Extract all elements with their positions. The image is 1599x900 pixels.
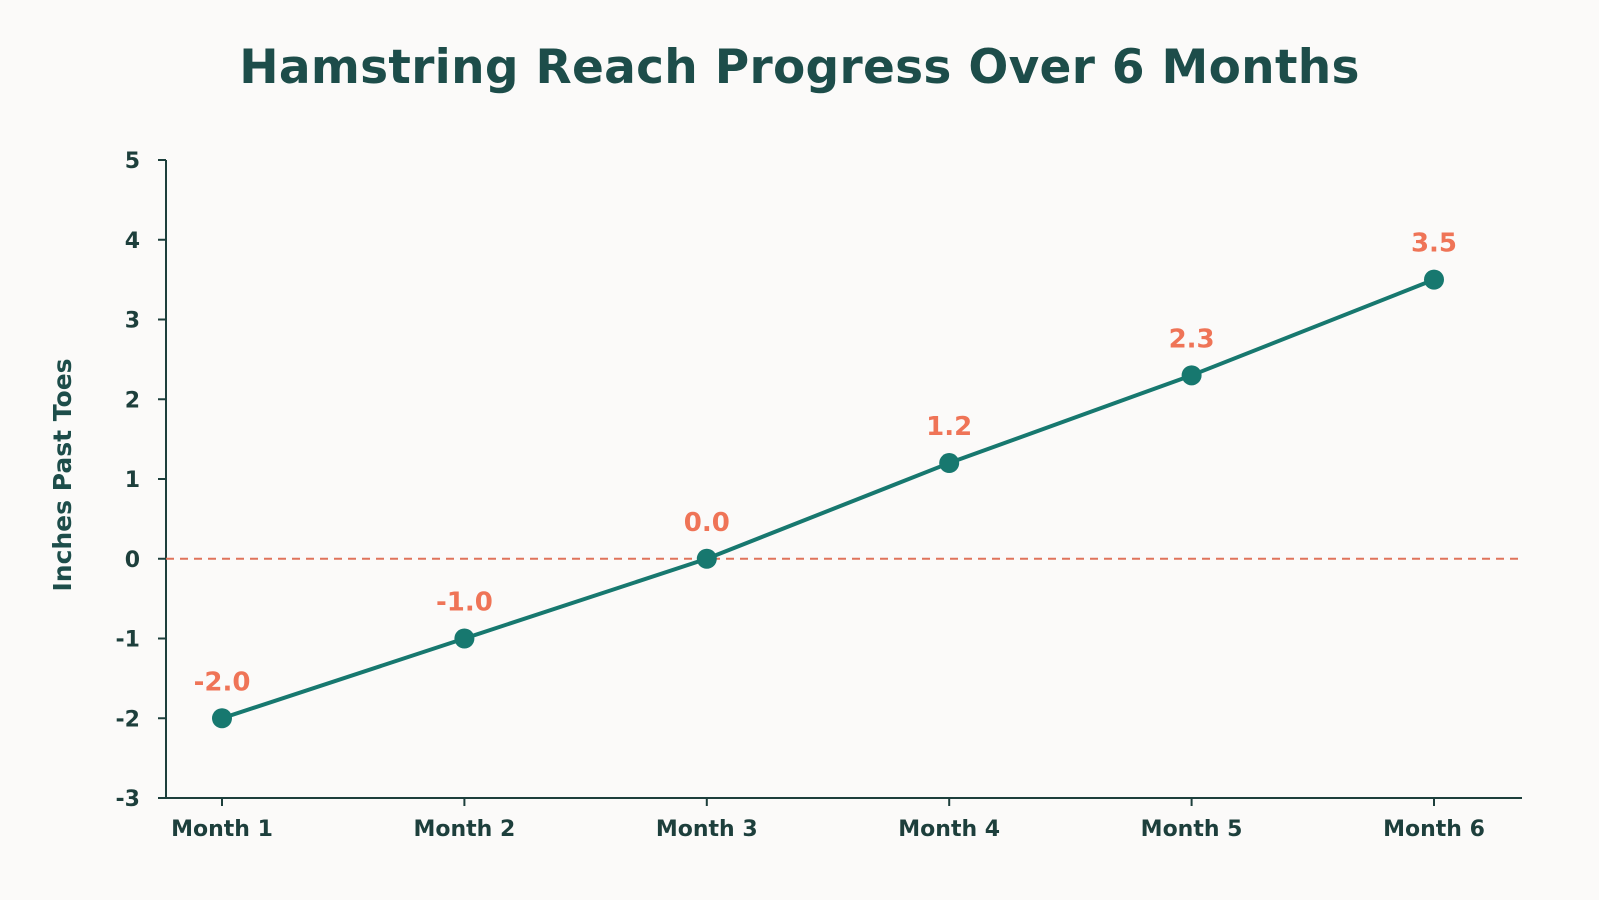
x-tick-label: Month 5 <box>1141 817 1243 842</box>
series-line <box>221 277 1435 721</box>
data-label: 3.5 <box>1411 229 1457 259</box>
chart-title: Hamstring Reach Progress Over 6 Months <box>239 40 1360 95</box>
x-tick-label: Month 2 <box>413 817 515 842</box>
y-tick-label: -1 <box>116 628 140 653</box>
y-tick-label: -2 <box>116 707 140 732</box>
data-label: 2.3 <box>1169 324 1215 354</box>
y-axis-label: Inches Past Toes <box>48 358 77 591</box>
data-point <box>696 548 717 569</box>
x-tick-label: Month 6 <box>1383 817 1485 842</box>
x-tick-label: Month 1 <box>171 817 273 842</box>
y-tick-label: 4 <box>125 229 140 254</box>
data-label: 1.2 <box>926 412 972 442</box>
series-layer <box>212 269 1444 729</box>
data-label: -2.0 <box>194 667 251 697</box>
data-label: 0.0 <box>684 508 730 538</box>
x-tick-label: Month 4 <box>898 817 1000 842</box>
x-tick-label: Month 3 <box>656 817 758 842</box>
y-tick-label: 3 <box>125 309 140 334</box>
y-tick-label: 5 <box>125 149 140 174</box>
data-point <box>1181 365 1202 386</box>
data-point <box>212 708 232 729</box>
axes: 5 4 3 2 1 0 -1 -2 -3 Month 1 Month 2 Month 3 Month 4… <box>116 149 1522 842</box>
y-tick-label: -3 <box>116 787 140 812</box>
data-point <box>454 628 475 649</box>
y-tick-label: 1 <box>125 468 140 493</box>
data-labels-layer: -2.0 -1.0 0.0 1.2 2.3 3.5 <box>194 229 1457 698</box>
data-point <box>939 453 960 474</box>
y-tick-label: 0 <box>125 548 140 573</box>
data-point <box>1424 269 1444 290</box>
y-tick-label: 2 <box>125 388 140 413</box>
data-label: -1.0 <box>436 588 493 618</box>
